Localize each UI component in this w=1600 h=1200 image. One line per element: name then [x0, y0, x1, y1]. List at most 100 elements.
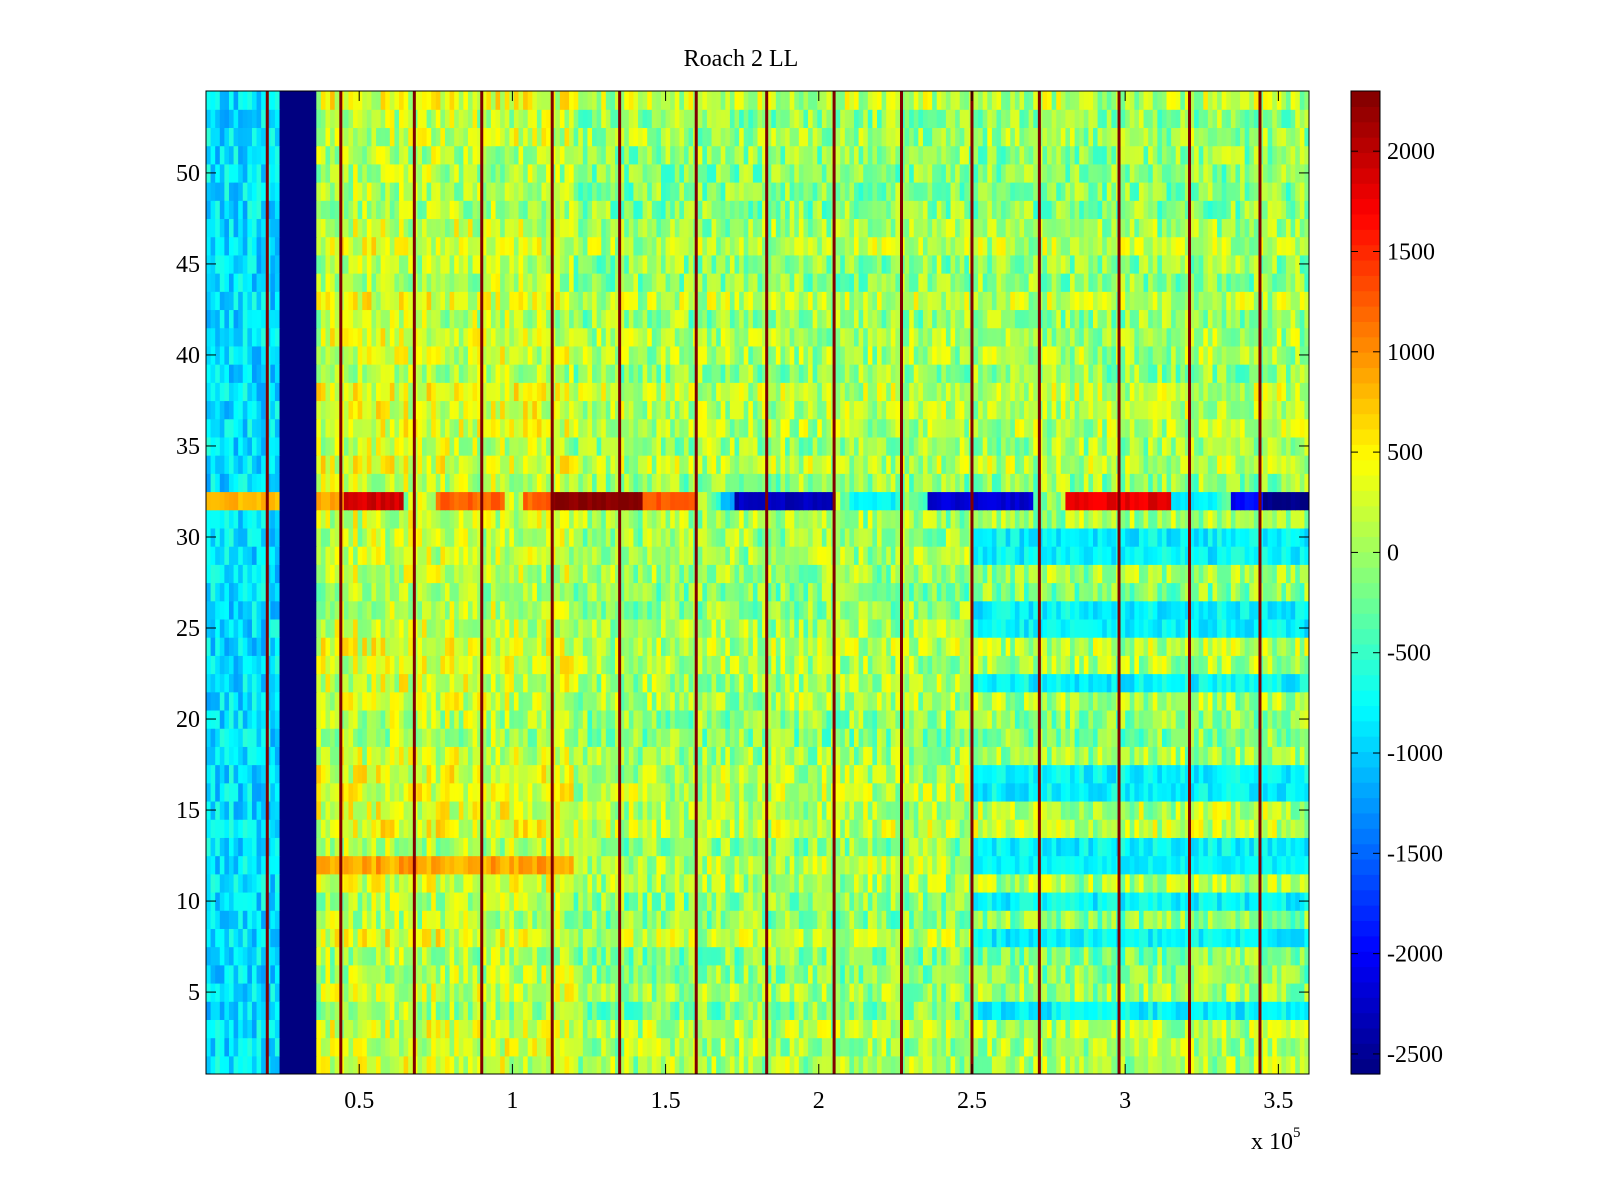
heatmap-cell — [1111, 1019, 1117, 1039]
heatmap-cell — [1010, 964, 1016, 984]
heatmap-cell — [587, 837, 593, 857]
heatmap-cell — [1042, 800, 1048, 820]
heatmap-cell — [206, 1055, 212, 1074]
heatmap-cell — [1286, 982, 1292, 1002]
heatmap-cell — [385, 928, 391, 948]
heatmap-cell — [1125, 1037, 1131, 1057]
heatmap-cell — [1083, 964, 1089, 984]
heatmap-cell — [490, 691, 497, 711]
heatmap-cell — [1272, 800, 1278, 820]
heatmap-cell — [978, 1019, 984, 1039]
heatmap-cell — [362, 1037, 368, 1057]
heatmap-cell — [762, 855, 768, 875]
heatmap-cell — [785, 964, 791, 984]
heatmap-cell — [256, 691, 262, 711]
heatmap-cell — [1161, 928, 1168, 948]
heatmap-cell — [615, 964, 621, 984]
heatmap-cell — [1111, 819, 1117, 838]
heatmap-cell — [766, 928, 772, 948]
heatmap-cell — [536, 691, 543, 711]
heatmap-cell — [798, 946, 805, 966]
heatmap-cell — [1166, 728, 1172, 747]
heatmap-cell — [798, 1037, 805, 1057]
heatmap-cell — [729, 819, 736, 838]
heatmap-cell — [955, 1001, 961, 1020]
heatmap-cell — [532, 819, 538, 838]
heatmap-cell — [224, 746, 230, 766]
heatmap-cell — [734, 964, 740, 984]
heatmap-cell — [812, 1019, 818, 1039]
heatmap-cell — [532, 946, 538, 966]
heatmap-cell — [385, 946, 391, 966]
heatmap-cell — [353, 855, 359, 875]
heatmap-cell — [371, 910, 377, 929]
heatmap-cell — [293, 691, 299, 711]
heatmap-cell — [955, 964, 961, 984]
heatmap-cell — [261, 928, 267, 948]
heatmap-cell — [261, 964, 267, 984]
heatmap-cell — [1106, 1001, 1112, 1020]
heatmap-cell — [982, 964, 988, 984]
heatmap-cell — [1217, 746, 1223, 766]
heatmap-cell — [1083, 709, 1089, 729]
heatmap-cell — [642, 964, 648, 984]
heatmap-cell — [840, 1055, 846, 1074]
heatmap-cell — [293, 1019, 299, 1039]
heatmap-cell — [890, 728, 896, 747]
heatmap-cell — [1240, 964, 1246, 984]
heatmap-cell — [1056, 819, 1062, 838]
heatmap-cell — [725, 1001, 731, 1020]
heatmap-cell — [293, 982, 299, 1002]
heatmap-cell — [490, 1055, 497, 1074]
heatmap-cell — [950, 819, 956, 838]
heatmap-cell — [463, 964, 469, 984]
heatmap-cell — [224, 837, 230, 857]
heatmap-cell — [991, 946, 998, 966]
heatmap-cell — [615, 928, 621, 948]
heatmap-cell — [1166, 709, 1172, 729]
heatmap-cell — [1010, 782, 1016, 802]
heatmap-cell — [385, 891, 391, 911]
heatmap-cell — [812, 910, 818, 929]
heatmap-cell — [670, 709, 676, 729]
heatmap-cell — [242, 837, 248, 857]
heatmap-cell — [472, 1019, 478, 1039]
heatmap-cell — [1051, 819, 1057, 838]
heatmap-cell — [1097, 728, 1103, 747]
heatmap-cell — [247, 982, 253, 1002]
heatmap-cell — [876, 982, 883, 1002]
heatmap-cell — [1129, 1001, 1135, 1020]
heatmap-cell — [1047, 873, 1053, 893]
heatmap-cell — [527, 1019, 533, 1039]
heatmap-cell — [1088, 728, 1094, 747]
heatmap-cell — [1295, 837, 1301, 857]
heatmap-cell — [1244, 1001, 1250, 1020]
heatmap-cell — [854, 691, 860, 711]
heatmap-cell — [224, 910, 230, 929]
heatmap-cell — [380, 1055, 386, 1074]
heatmap-cell — [1134, 982, 1140, 1002]
heatmap-cell — [1060, 709, 1067, 729]
heatmap-cell — [1033, 764, 1039, 784]
heatmap-cell — [307, 1019, 313, 1039]
heatmap-cell — [1033, 873, 1039, 893]
heatmap-cell — [720, 946, 726, 966]
heatmap-cell — [1235, 746, 1241, 766]
heatmap-cell — [633, 964, 639, 984]
heatmap-cell — [840, 946, 846, 966]
heatmap-cell — [215, 728, 221, 747]
heatmap-cell — [798, 910, 805, 929]
heatmap-cell — [1065, 891, 1071, 911]
heatmap-cell — [587, 946, 593, 966]
heatmap-cell — [904, 1019, 910, 1039]
heatmap-cell — [210, 819, 216, 838]
heatmap-cell — [987, 982, 993, 1002]
heatmap-cell — [500, 728, 506, 747]
heatmap-cell — [849, 928, 855, 948]
heatmap-cell — [1024, 964, 1030, 984]
heatmap-cell — [431, 819, 437, 838]
heatmap-cell — [435, 782, 441, 802]
heatmap-cell — [582, 873, 589, 893]
heatmap-cell — [1235, 1001, 1241, 1020]
heatmap-cell — [1157, 746, 1163, 766]
